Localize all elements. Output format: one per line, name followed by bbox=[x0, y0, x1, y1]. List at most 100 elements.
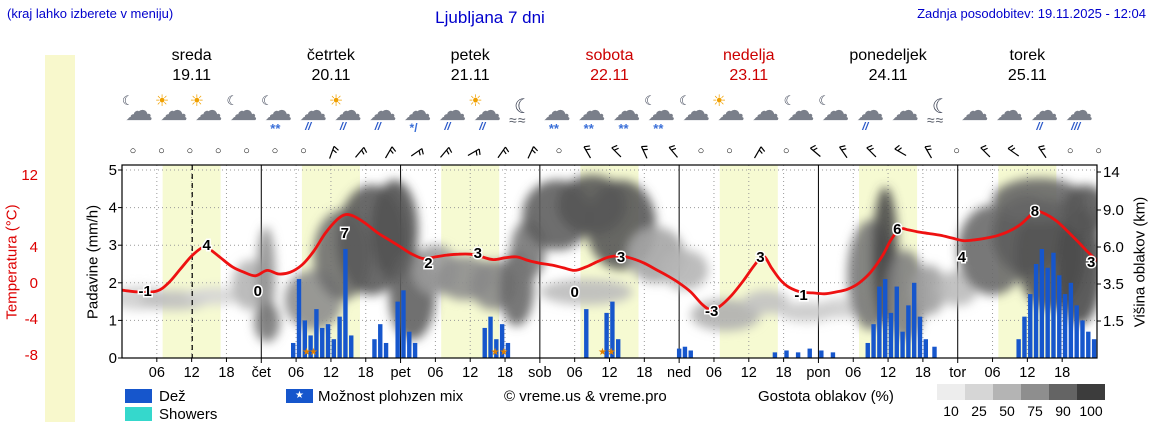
cloud-density-value: 50 bbox=[999, 403, 1015, 419]
precipitation-axis-title: Padavine (mm/h) bbox=[84, 204, 102, 320]
svg-text:★: ★ bbox=[598, 347, 607, 358]
shower-chance-legend-label: Možnost ploh bbox=[318, 388, 409, 405]
day-header-sobota: sobota 22.11 bbox=[585, 46, 633, 86]
weather-icon-cloud-snow-night: ☾ ☁ ** bbox=[261, 93, 293, 136]
wind-calm-icon: ○ bbox=[186, 145, 194, 157]
day-header-ponedeljek: ponedeljek 24.11 bbox=[849, 46, 926, 86]
svg-text:3: 3 bbox=[617, 249, 625, 266]
svg-text:7: 7 bbox=[341, 225, 349, 242]
svg-text:★: ★ bbox=[607, 347, 616, 358]
weather-icon-cloud-sun: ☀ ☁ bbox=[189, 93, 223, 126]
day-date: 19.11 bbox=[172, 67, 212, 84]
svg-text:18: 18 bbox=[636, 365, 652, 381]
wind-barb-icon bbox=[634, 141, 655, 162]
wind-barb-icon bbox=[661, 141, 684, 164]
wind-barb-icon bbox=[1031, 141, 1053, 163]
cloud-density-value: 10 bbox=[943, 403, 959, 419]
wind-calm-icon: ○ bbox=[243, 145, 250, 157]
svg-text:3: 3 bbox=[109, 237, 117, 254]
svg-text:ned: ned bbox=[667, 365, 691, 381]
day-header-torek: torek 25.11 bbox=[1008, 46, 1047, 86]
svg-text:-8: -8 bbox=[25, 347, 38, 364]
wind-barb-icon bbox=[974, 141, 997, 164]
svg-text:-1: -1 bbox=[794, 287, 807, 304]
weather-icon-cloud-moon: ☾ ☁ bbox=[122, 93, 153, 126]
weather-icon-night-fog: ☾ ≈≈ bbox=[509, 96, 532, 128]
svg-text:pet: pet bbox=[390, 365, 410, 381]
wind-barb-icon bbox=[747, 141, 769, 163]
svg-text:-1: -1 bbox=[139, 283, 152, 300]
svg-text:06: 06 bbox=[567, 365, 583, 381]
shower-chance-legend-swatch: ★ bbox=[286, 389, 313, 403]
weather-icon-cloud-sun-rain: ☀ ☁// bbox=[468, 93, 502, 133]
day-name: torek bbox=[1009, 47, 1046, 64]
svg-text:6: 6 bbox=[893, 221, 901, 238]
wind-barb-icon bbox=[322, 142, 343, 163]
cloud-density-scale: 10 25 50 75 90 100 bbox=[937, 384, 1109, 420]
weather-icon-cloud-sun: ☀ ☁ bbox=[154, 93, 188, 126]
svg-text:sob: sob bbox=[528, 365, 551, 381]
wind-calm-icon: ○ bbox=[1095, 145, 1102, 157]
svg-text:9.0: 9.0 bbox=[1103, 202, 1124, 219]
cloud-density-legend-label: Gostota oblakov (%) bbox=[758, 388, 894, 405]
svg-text:3.5: 3.5 bbox=[1103, 276, 1124, 293]
cloud-height-axis-title: Višina oblakov (km) bbox=[1131, 196, 1149, 328]
wind-calm-icon: ○ bbox=[271, 145, 279, 157]
day-headers: sreda 19.11 četrtek 20.11 petek 21.11 sobota 22… bbox=[0, 46, 1152, 92]
wind-barb-icon bbox=[1002, 141, 1024, 163]
cloud-density-swatch bbox=[1049, 384, 1077, 400]
weather-icon-cloud: ☁ bbox=[995, 95, 1024, 126]
wind-calm-icon: ○ bbox=[555, 145, 563, 157]
copyright-link[interactable]: © vreme.us & vreme.pro bbox=[504, 388, 667, 405]
temperature-axis-title: Temperatura (°C) bbox=[3, 204, 21, 320]
svg-text:0: 0 bbox=[254, 283, 262, 300]
svg-text:3: 3 bbox=[756, 249, 764, 266]
weather-icon-cloud-rain: ☁// bbox=[856, 95, 885, 133]
svg-text:18: 18 bbox=[1054, 365, 1070, 381]
day-header-četrtek: četrtek 20.11 bbox=[307, 46, 355, 86]
cloud-density-swatch bbox=[965, 384, 993, 400]
svg-text:1.5: 1.5 bbox=[1103, 313, 1124, 330]
svg-text:12: 12 bbox=[323, 365, 339, 381]
weather-icon-night-fog: ☾ ≈≈ bbox=[926, 96, 950, 128]
svg-text:★: ★ bbox=[309, 347, 318, 358]
weather-icon-cloud-sun-rain: ☀ ☁// bbox=[328, 93, 362, 133]
weather-icon-cloud-moon: ☾ ☁ bbox=[818, 93, 850, 126]
showers-legend-swatch bbox=[125, 407, 152, 421]
wind-calm-icon: ○ bbox=[300, 145, 307, 157]
weather-icon-cloud-moon: ☾ ☁ bbox=[226, 93, 258, 126]
weather-icon-cloud-snow: ☁ ** bbox=[577, 95, 606, 136]
wind-barb-icon bbox=[491, 141, 513, 163]
showers-legend-label: Showers bbox=[159, 406, 218, 423]
weather-icon-cloud-rain: ☁// bbox=[368, 95, 397, 133]
cloud-density-value: 100 bbox=[1079, 403, 1103, 419]
wind-barb-icon bbox=[803, 141, 826, 164]
cloud-density-value: 25 bbox=[971, 403, 987, 419]
cloud-density-swatch bbox=[1021, 384, 1049, 400]
svg-text:18: 18 bbox=[776, 365, 792, 381]
cloud-density-swatch bbox=[1077, 384, 1105, 400]
rain-legend-swatch bbox=[125, 389, 152, 403]
svg-text:8: 8 bbox=[1031, 203, 1039, 220]
day-name: četrtek bbox=[306, 47, 355, 64]
day-header-sreda: sreda 19.11 bbox=[172, 46, 212, 86]
wind-row: ○ ○ ○ ○ ○ ○ ○ ○ ○ ○ ○ ○ ○ ○ bbox=[0, 144, 1152, 162]
day-name: nedelja bbox=[722, 47, 775, 64]
weather-icon-cloud-rain-heavy: ☁/// bbox=[1065, 95, 1094, 133]
weather-icon-cloud-rain: ☁// bbox=[438, 95, 467, 133]
svg-text:18: 18 bbox=[915, 365, 931, 381]
svg-text:06: 06 bbox=[706, 365, 722, 381]
svg-text:12: 12 bbox=[21, 167, 38, 184]
day-header-nedelja: nedelja 23.11 bbox=[723, 46, 775, 86]
svg-text:4: 4 bbox=[203, 237, 212, 254]
day-name: sobota bbox=[585, 47, 634, 64]
svg-text:06: 06 bbox=[845, 365, 861, 381]
wind-calm-icon: ○ bbox=[726, 145, 733, 157]
cloud-density-swatch bbox=[937, 384, 965, 400]
wind-barb-icon bbox=[576, 141, 598, 163]
day-header-petek: petek 21.11 bbox=[451, 46, 490, 86]
day-date: 25.11 bbox=[1007, 67, 1047, 84]
wind-calm-icon: ○ bbox=[697, 145, 705, 157]
svg-text:0: 0 bbox=[109, 350, 117, 367]
